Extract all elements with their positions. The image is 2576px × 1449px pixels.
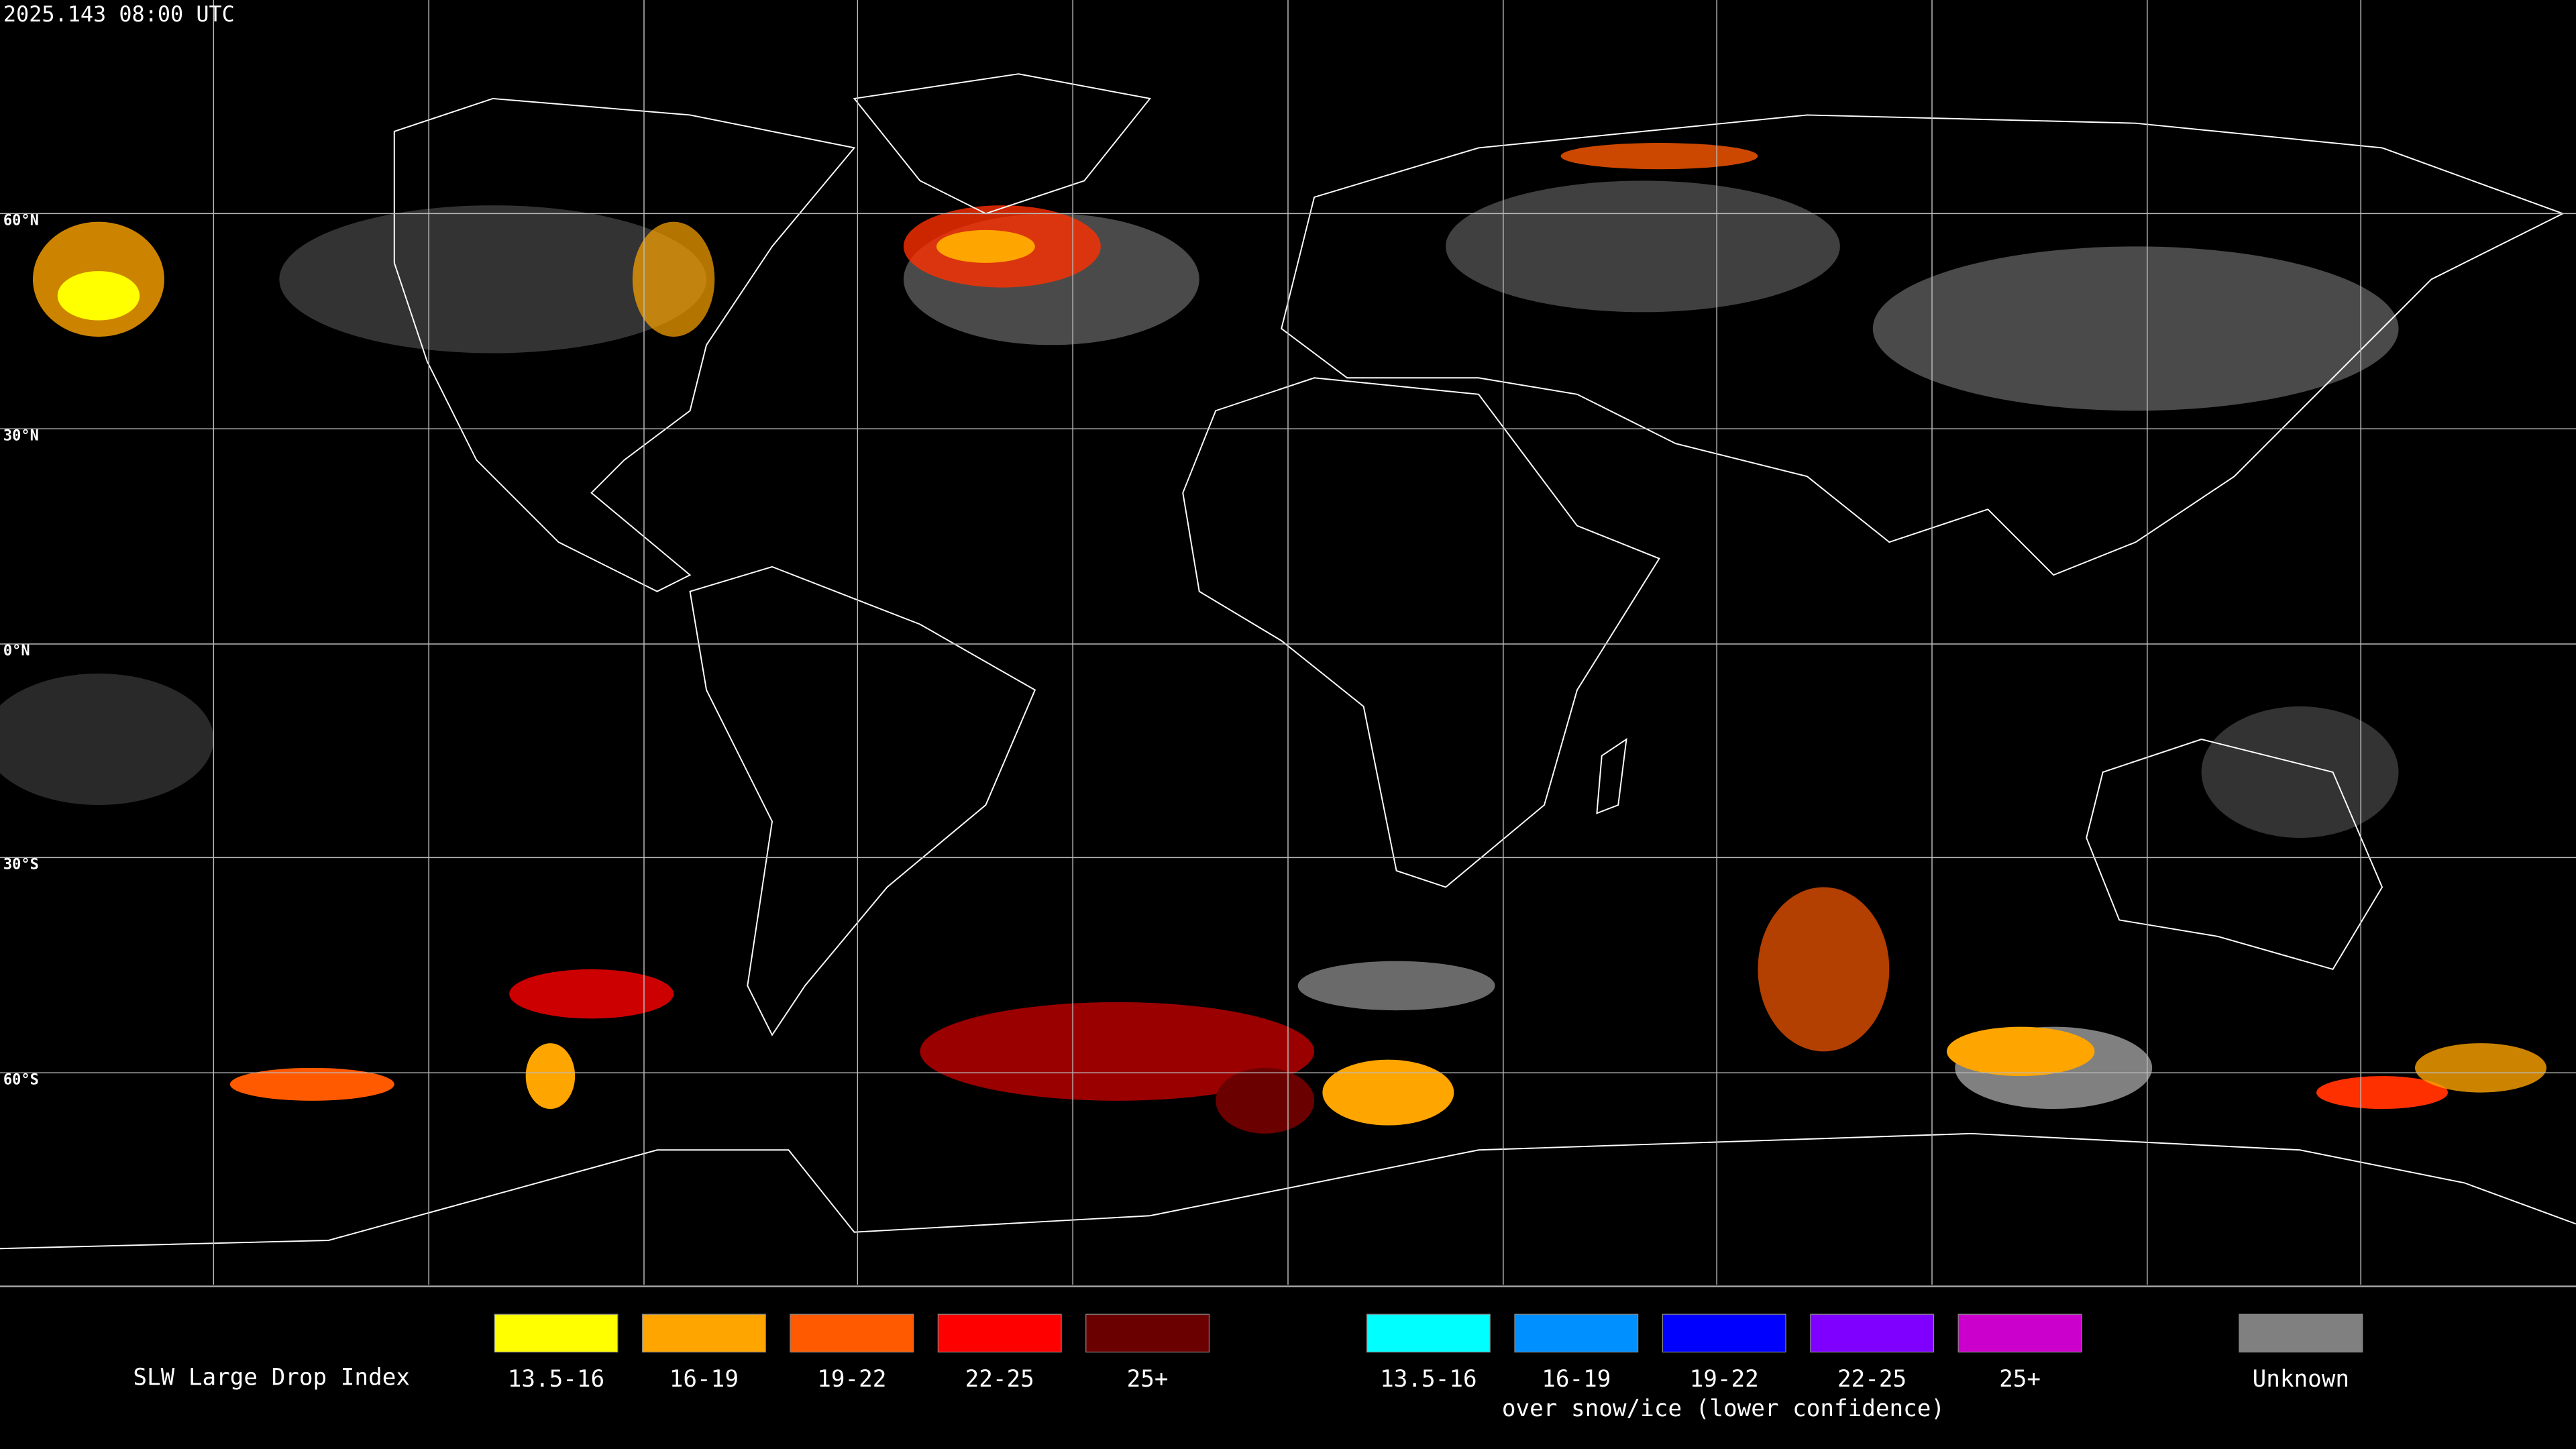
graticule <box>0 0 2576 1285</box>
latitude-label: 30°N <box>3 427 39 444</box>
timestamp: 2025.143 08:00 UTC <box>3 1 235 27</box>
legend-label: 16-19 <box>669 1366 739 1393</box>
legend-label: 25+ <box>1127 1366 1169 1393</box>
legend-title: SLW Large Drop Index <box>133 1364 410 1391</box>
latitude-label: 60°N <box>3 213 39 229</box>
legend-swatch <box>1366 1313 1491 1353</box>
latitude-label: 30°S <box>3 857 39 873</box>
legend-label: 25+ <box>1999 1366 2041 1393</box>
legend-label: 19-22 <box>817 1366 886 1393</box>
legend-swatch <box>1662 1313 1786 1353</box>
legend-label: 16-19 <box>1542 1366 1611 1393</box>
legend-swatch <box>1957 1313 2082 1353</box>
legend-label: 19-22 <box>1690 1366 1759 1393</box>
latitude-label: 60°S <box>3 1071 39 1088</box>
legend-swatch <box>2239 1313 2363 1353</box>
legend-swatch <box>1514 1313 1639 1353</box>
legend-swatch <box>641 1313 766 1353</box>
legend-label: 13.5-16 <box>1380 1366 1477 1393</box>
legend-label: Unknown <box>2253 1366 2349 1393</box>
legend-label: 13.5-16 <box>508 1366 604 1393</box>
latitude-label: 0°N <box>3 643 30 659</box>
legend-label: 22-25 <box>1837 1366 1907 1393</box>
coastlines <box>0 73 2576 1250</box>
legend-swatch <box>1085 1313 1210 1353</box>
legend-swatch <box>1810 1313 1935 1353</box>
legend-swatch <box>494 1313 619 1353</box>
legend-label: 22-25 <box>965 1366 1034 1393</box>
legend-swatch <box>937 1313 1062 1353</box>
legend-caption: over snow/ice (lower confidence) <box>1502 1395 1945 1422</box>
legend-swatch <box>790 1313 914 1353</box>
